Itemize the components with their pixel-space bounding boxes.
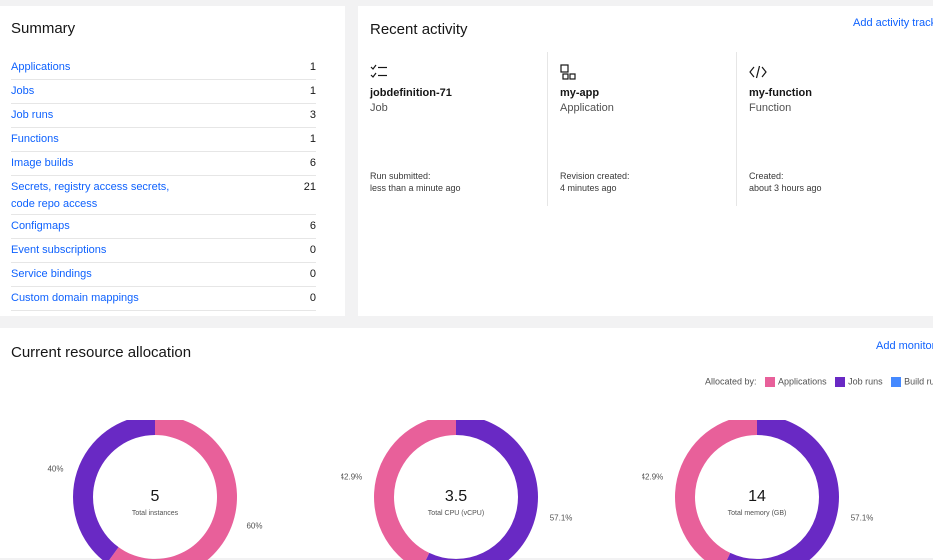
resource-allocation-title: Current resource allocation (11, 344, 192, 361)
summary-row-configmaps: Configmaps 6 (11, 215, 316, 239)
summary-row-custom-domain-mappings: Custom domain mappings 0 (11, 287, 316, 311)
activity-type: Application (560, 102, 614, 114)
donut-subtitle: Total CPU (vCPU) (428, 510, 484, 517)
summary-count: 0 (309, 244, 316, 256)
donut-slice-applications[interactable] (374, 420, 456, 560)
activity-card-job[interactable]: jobdefinition-71 Job Run submitted: less… (358, 52, 546, 206)
chart-legend: Allocated by: Applications Job runs Buil… (705, 376, 933, 387)
activity-event: Revision created: (560, 171, 630, 181)
donut-percent-label: 42.9% (642, 473, 663, 482)
application-icon (560, 64, 576, 80)
summary-row-applications: Applications 1 (11, 56, 316, 80)
activity-card-function[interactable]: my-function Function Created: about 3 ho… (736, 52, 925, 206)
summary-row-image-builds: Image builds 6 (11, 152, 316, 176)
summary-count: 3 (309, 109, 316, 121)
add-monitoring-link[interactable]: Add monitoring (876, 340, 933, 352)
summary-link-service-bindings[interactable]: Service bindings (11, 268, 92, 280)
summary-link-image-builds[interactable]: Image builds (11, 157, 74, 169)
donut-slice-job-runs[interactable] (421, 420, 538, 560)
donut-subtitle: Total memory (GB) (728, 510, 787, 517)
summary-count: 6 (309, 157, 316, 169)
summary-link-secrets[interactable]: Secrets, registry access secrets, code r… (11, 179, 169, 213)
activity-name: my-function (749, 87, 812, 99)
activity-name: jobdefinition-71 (370, 87, 452, 99)
summary-panel: Summary Applications 1 Jobs 1 Job runs 3… (0, 6, 345, 316)
donut-percent-label: 57.1% (550, 513, 573, 522)
summary-count: 1 (309, 61, 316, 73)
summary-row-event-subscriptions: Event subscriptions 0 (11, 239, 316, 263)
activity-event: Created: (749, 171, 784, 181)
summary-link-jobs[interactable]: Jobs (11, 85, 35, 97)
legend-swatch-job-runs (835, 376, 846, 387)
donut-subtitle: Total instances (132, 510, 179, 517)
summary-count: 6 (309, 220, 316, 232)
add-activity-tracker-link[interactable]: Add activity tracker (853, 17, 933, 29)
legend-item-build-runs[interactable]: Build runs (904, 376, 933, 387)
legend-title: Allocated by: (705, 376, 757, 387)
memory-donut-chart: 57.1% 42.9% 14 Total memory (GB) (642, 420, 874, 560)
recent-activity-title: Recent activity (370, 21, 468, 38)
activity-name: my-app (560, 87, 600, 99)
donut-percent-label: 57.1% (851, 513, 874, 522)
legend-item-job-runs[interactable]: Job runs (848, 376, 883, 387)
summary-row-functions: Functions 1 (11, 128, 316, 152)
legend-swatch-applications (765, 376, 776, 387)
donut-percent-label: 60% (246, 521, 262, 530)
summary-link-applications[interactable]: Applications (11, 61, 71, 73)
summary-link-job-runs[interactable]: Job runs (11, 109, 54, 121)
donut-percent-label: 40% (47, 465, 63, 474)
summary-row-jobs: Jobs 1 (11, 80, 316, 104)
donut-total-value: 14 (748, 488, 766, 505)
summary-secrets-line1: Secrets, registry access secrets, (11, 181, 170, 193)
donut-slice-applications[interactable] (107, 420, 237, 560)
donut-slice-job-runs[interactable] (722, 420, 839, 560)
summary-count: 21 (303, 181, 316, 193)
activity-type: Function (749, 102, 792, 114)
summary-row-service-bindings: Service bindings 0 (11, 263, 316, 287)
summary-link-custom-domain-mappings[interactable]: Custom domain mappings (11, 292, 139, 304)
donut-total-value: 3.5 (445, 488, 467, 505)
activity-type: Job (370, 102, 388, 114)
activity-time: 4 minutes ago (560, 183, 617, 193)
summary-count: 1 (309, 133, 316, 145)
activity-time: about 3 hours ago (749, 183, 822, 193)
activity-event: Run submitted: (370, 171, 431, 181)
legend-item-applications[interactable]: Applications (778, 376, 827, 387)
summary-title: Summary (11, 20, 76, 37)
activity-card-application[interactable]: my-app Application Revision created: 4 m… (547, 52, 736, 206)
summary-link-functions[interactable]: Functions (11, 133, 59, 145)
summary-count: 0 (309, 268, 316, 280)
recent-activity-panel: Recent activity Add activity tracker job… (358, 6, 933, 316)
donut-percent-label: 42.9% (341, 473, 362, 482)
donut-total-value: 5 (151, 488, 160, 505)
donut-slice-job-runs[interactable] (73, 420, 155, 560)
activity-time: less than a minute ago (370, 183, 461, 193)
summary-row-job-runs: Job runs 3 (11, 104, 316, 128)
donut-slice-applications[interactable] (675, 420, 757, 560)
summary-row-secrets: Secrets, registry access secrets, code r… (11, 176, 316, 215)
resource-allocation-panel: Current resource allocation Add monitori… (0, 328, 933, 560)
code-icon (749, 65, 767, 79)
checklist-icon (370, 64, 387, 78)
legend-swatch-build-runs (891, 376, 902, 387)
instances-donut-chart: 60% 40% 5 Total instances (47, 420, 263, 560)
summary-count: 1 (309, 85, 316, 97)
summary-secrets-line2: code repo access (11, 198, 98, 210)
summary-link-configmaps[interactable]: Configmaps (11, 220, 70, 232)
cpu-donut-chart: 57.1% 42.9% 3.5 Total CPU (vCPU) (341, 420, 573, 560)
summary-count: 0 (309, 292, 316, 304)
summary-link-event-subscriptions[interactable]: Event subscriptions (11, 244, 107, 256)
